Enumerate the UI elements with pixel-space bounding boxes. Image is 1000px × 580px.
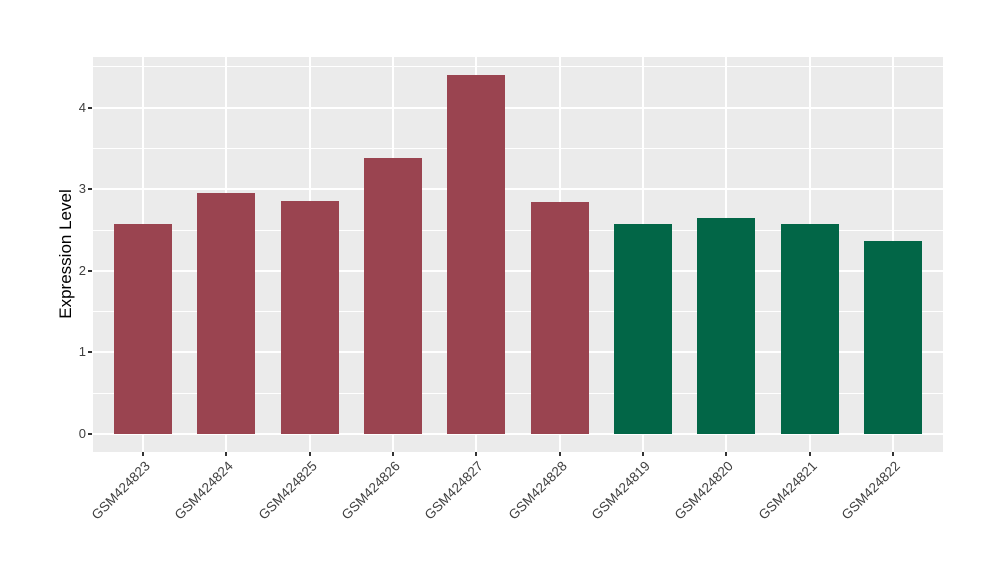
x-tick-mark: [142, 452, 144, 456]
x-tick-label-GSM424821: GSM424821: [755, 458, 820, 523]
bar-GSM424823: [113, 224, 173, 435]
y-tick-mark: [88, 106, 92, 109]
x-tick-label-GSM424827: GSM424827: [422, 458, 487, 523]
minor-gridline: [93, 66, 943, 68]
x-tick-mark: [642, 452, 644, 456]
x-tick-mark: [725, 452, 728, 456]
x-tick-label-GSM424826: GSM424826: [338, 458, 403, 523]
x-tick-label-GSM424823: GSM424823: [88, 458, 153, 523]
bar-GSM424826: [363, 158, 423, 435]
x-tick-label-GSM424820: GSM424820: [672, 458, 737, 523]
x-tick-label-GSM424819: GSM424819: [588, 458, 653, 523]
y-tick-label: 0: [78, 426, 86, 442]
bar-GSM424824: [197, 193, 256, 435]
bar-GSM424825: [280, 201, 339, 435]
bar-GSM424821: [780, 224, 839, 435]
x-tick-mark: [475, 452, 478, 456]
bar-GSM424819: [613, 224, 673, 435]
y-axis-title: Expression Level: [56, 189, 75, 319]
y-tick-label: 1: [78, 344, 86, 360]
major-gridline: [93, 188, 943, 191]
bar-GSM424827: [447, 74, 506, 435]
bar-GSM424822: [863, 240, 923, 435]
y-tick-label: 4: [78, 99, 86, 115]
y-tick-mark: [88, 269, 92, 272]
x-tick-mark: [225, 452, 228, 456]
x-tick-label-GSM424822: GSM424822: [838, 458, 903, 523]
y-tick-label: 3: [78, 181, 86, 197]
y-tick-label: 2: [78, 262, 86, 278]
x-tick-label-GSM424825: GSM424825: [255, 458, 320, 523]
minor-gridline: [93, 311, 943, 313]
plot-panel: [93, 57, 943, 452]
minor-gridline: [93, 147, 943, 149]
x-tick-label-GSM424828: GSM424828: [505, 458, 570, 523]
bar-GSM424828: [530, 202, 589, 435]
y-tick-mark: [88, 433, 92, 436]
minor-gridline: [93, 229, 943, 231]
x-tick-mark: [392, 452, 394, 456]
major-gridline: [93, 351, 943, 354]
y-tick-mark: [88, 351, 92, 354]
major-gridline: [93, 269, 943, 272]
major-gridline: [93, 433, 943, 436]
minor-gridline: [93, 392, 943, 394]
bar-GSM424820: [697, 217, 756, 435]
x-tick-mark: [808, 452, 811, 456]
x-tick-mark: [558, 452, 561, 456]
major-gridline: [93, 106, 943, 109]
x-tick-label-GSM424824: GSM424824: [172, 458, 237, 523]
y-tick-mark: [88, 188, 92, 191]
x-tick-mark: [308, 452, 311, 456]
x-tick-mark: [892, 452, 894, 456]
